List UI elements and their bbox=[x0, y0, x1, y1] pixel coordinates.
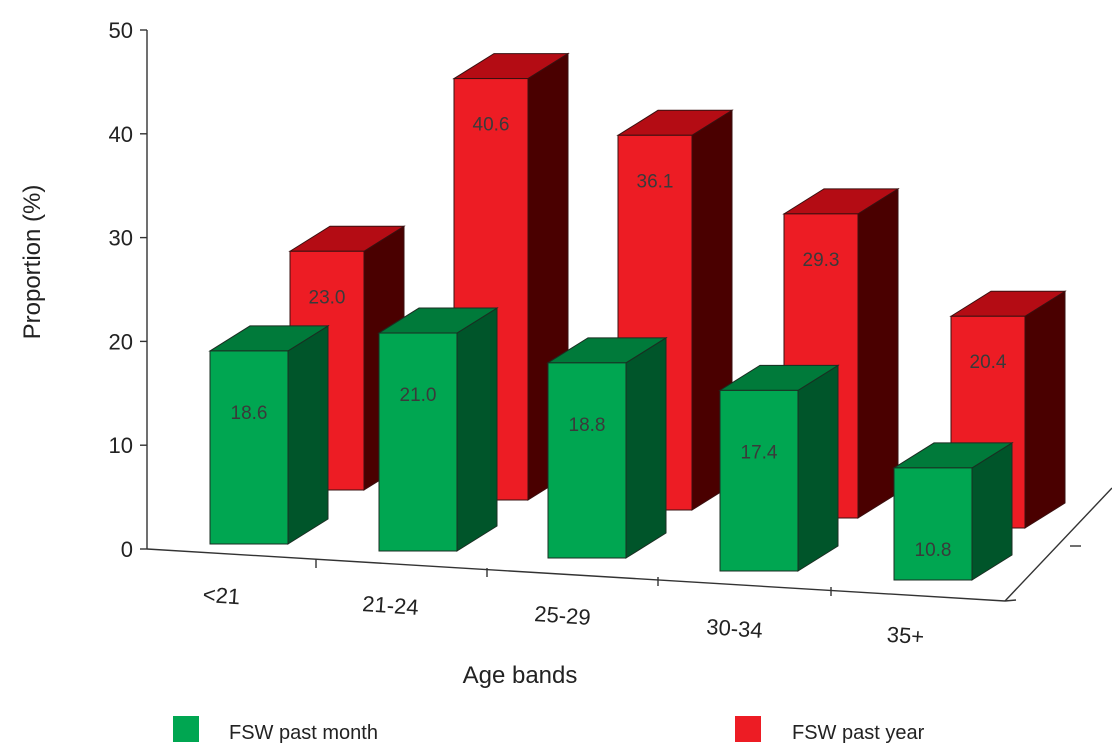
y-tick-label: 20 bbox=[109, 329, 133, 354]
bar-front-face bbox=[719, 389, 799, 572]
bar-past-month-21 bbox=[208, 325, 330, 545]
bar-past-month-21-24 bbox=[377, 307, 499, 552]
bar-side-face bbox=[625, 336, 667, 559]
x-axis-title: Age bands bbox=[463, 662, 578, 689]
bar-past-month-35 bbox=[892, 441, 1014, 581]
y-tick-label: 0 bbox=[121, 537, 133, 562]
bar-side-face bbox=[1024, 290, 1066, 529]
legend-swatch-past-year bbox=[735, 716, 761, 742]
depth-axis-line bbox=[1004, 487, 1112, 602]
x-tick-label: 25-29 bbox=[534, 601, 592, 630]
data-label-past-year: 36.1 bbox=[637, 171, 674, 192]
data-label-past-year: 29.3 bbox=[803, 250, 840, 271]
data-label-past-year: 20.4 bbox=[970, 352, 1007, 373]
x-tick-label: <21 bbox=[202, 582, 241, 610]
y-tick-label: 10 bbox=[109, 433, 133, 458]
x-axis-line bbox=[146, 548, 1006, 602]
bar-front-face bbox=[547, 362, 627, 559]
data-label-past-month: 18.6 bbox=[231, 403, 268, 424]
legend-label-past-year: FSW past year bbox=[792, 722, 925, 744]
y-tick-label: 30 bbox=[109, 226, 133, 251]
x-tick-label: 21-24 bbox=[362, 591, 420, 620]
data-label-past-year: 40.6 bbox=[473, 115, 510, 136]
legend: FSW past month FSW past year bbox=[173, 716, 925, 744]
legend-item-past-month: FSW past month bbox=[173, 716, 378, 744]
data-label-past-month: 21.0 bbox=[400, 385, 437, 406]
series-front-bars bbox=[208, 307, 1014, 581]
legend-swatch-past-month bbox=[173, 716, 199, 742]
bar-side-face bbox=[456, 307, 498, 552]
bar-front-face bbox=[378, 332, 458, 552]
bar-side-face bbox=[857, 187, 899, 519]
data-labels: 23.0 40.6 36.1 29.3 20.4 18.6 21.0 18.8 17.4 10.8 bbox=[231, 115, 1007, 561]
legend-label-past-month: FSW past month bbox=[229, 722, 378, 744]
data-label-past-month: 18.8 bbox=[569, 415, 606, 436]
bar-past-month-30-34 bbox=[718, 364, 840, 572]
bar-front-face bbox=[893, 467, 973, 581]
bar-side-face bbox=[797, 364, 839, 572]
data-label-past-year: 23.0 bbox=[309, 287, 346, 308]
bar-side-face bbox=[287, 325, 329, 545]
y-tick-label: 50 bbox=[109, 18, 133, 43]
data-label-past-month: 10.8 bbox=[915, 540, 952, 561]
bar-past-month-25-29 bbox=[546, 336, 668, 559]
depth-tick-mark bbox=[1004, 599, 1017, 602]
axes: 0 10 20 30 40 50 <21 21-24 25-29 30-34 35+ bbox=[109, 18, 1112, 649]
x-tick-label: 30-34 bbox=[706, 614, 764, 643]
bar-front-face bbox=[209, 350, 289, 545]
x-tick-label: 35+ bbox=[886, 622, 925, 650]
legend-item-past-year: FSW past year bbox=[735, 716, 925, 744]
y-axis-title: Proportion (%) bbox=[19, 185, 46, 340]
y-tick-label: 40 bbox=[109, 122, 133, 147]
data-label-past-month: 17.4 bbox=[741, 442, 778, 463]
